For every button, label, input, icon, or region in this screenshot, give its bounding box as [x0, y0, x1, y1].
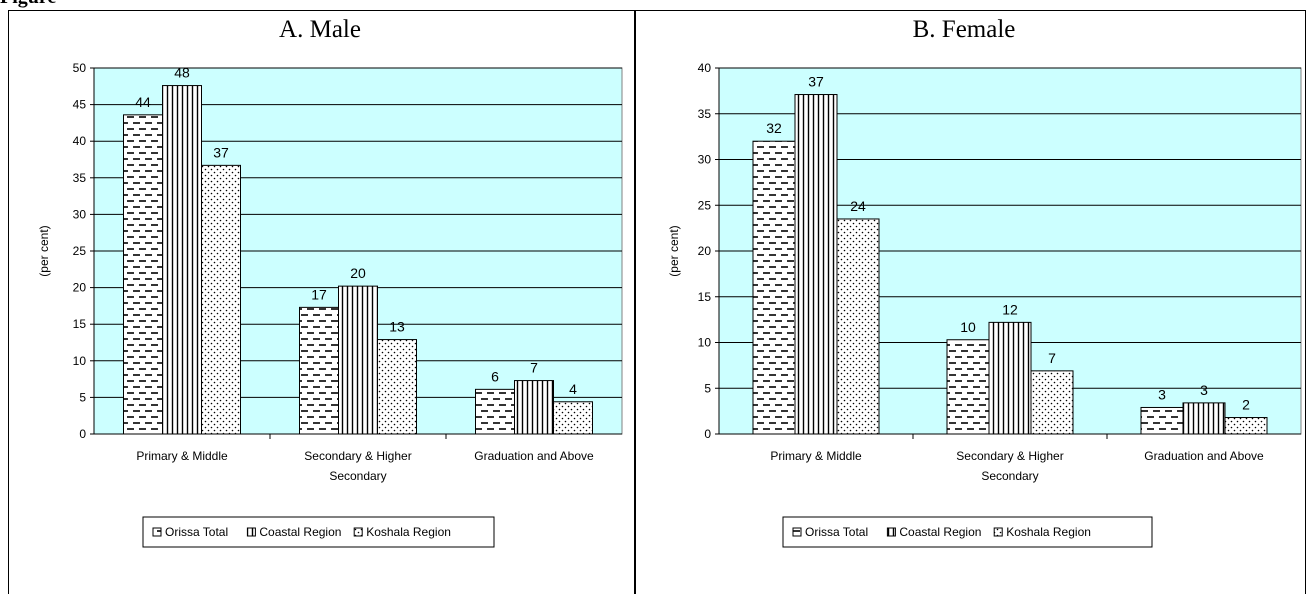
bar-orissa-total [1140, 406, 1184, 435]
y-tick-label: 30 [73, 207, 87, 221]
category-label: Primary & Middle [770, 449, 862, 463]
y-axis-label: (per cent) [37, 225, 51, 276]
y-tick-label: 5 [704, 381, 711, 395]
legend-box [782, 516, 1153, 548]
y-tick-label: 25 [698, 198, 712, 212]
data-label: 4 [569, 381, 577, 397]
data-label: 3 [1158, 386, 1166, 402]
legend-label: Koshala Region [1006, 525, 1091, 539]
legend-swatch [792, 527, 802, 537]
data-label: 13 [389, 319, 405, 335]
y-tick-label: 35 [73, 171, 87, 185]
category-label: Secondary [329, 469, 386, 483]
y-tick-label: 50 [73, 61, 87, 75]
y-tick-label: 40 [698, 61, 712, 75]
data-label: 3 [1200, 382, 1208, 398]
y-tick-label: 20 [73, 281, 87, 295]
data-label: 32 [766, 120, 782, 136]
legend-label: Orissa Total [165, 525, 228, 539]
category-label: Graduation and Above [1144, 449, 1264, 463]
bar-coastal-region [338, 285, 378, 435]
legend-label: Coastal Region [899, 525, 981, 539]
legend-label: Orissa Total [805, 525, 868, 539]
data-label: 12 [1002, 301, 1018, 317]
y-tick-label: 15 [698, 290, 712, 304]
bar-coastal-region [988, 321, 1032, 435]
y-tick-label: 35 [698, 107, 712, 121]
data-label: 48 [174, 65, 190, 81]
bar-koshala-region [377, 339, 417, 435]
bar-orissa-total [299, 306, 339, 435]
y-tick-label: 40 [73, 134, 87, 148]
legend-box [142, 516, 495, 548]
y-tick-label: 10 [698, 336, 712, 350]
category-label: Secondary & Higher [956, 449, 1063, 463]
legend: Orissa Total Coastal Region Koshala Region [782, 516, 1153, 548]
y-tick-label: 0 [704, 427, 711, 441]
legend-label: Coastal Region [259, 525, 341, 539]
bar-orissa-total [123, 114, 163, 435]
legend-label: Koshala Region [366, 525, 451, 539]
bar-coastal-region [162, 85, 202, 435]
data-label: 37 [808, 74, 824, 90]
data-label: 10 [960, 319, 976, 335]
data-label: 37 [213, 144, 229, 160]
bar-koshala-region [201, 164, 241, 435]
y-tick-label: 15 [73, 317, 87, 331]
data-label: 24 [850, 198, 866, 214]
data-label: 20 [350, 265, 366, 281]
y-axis-label: (per cent) [667, 225, 681, 276]
bar-coastal-region [794, 94, 838, 435]
legend-swatch [246, 527, 256, 537]
bar-coastal-region [514, 380, 554, 435]
legend-swatch [353, 527, 363, 537]
y-tick-label: 30 [698, 153, 712, 167]
category-label: Graduation and Above [474, 449, 594, 463]
legend-swatch [152, 527, 162, 537]
legend-swatch [886, 527, 896, 537]
bar-orissa-total [475, 388, 515, 435]
y-tick-label: 45 [73, 98, 87, 112]
data-label: 7 [1048, 350, 1056, 366]
data-label: 17 [311, 286, 327, 302]
bar-koshala-region [836, 218, 880, 435]
data-label: 44 [135, 94, 151, 110]
chart-title: B. Female [913, 16, 1016, 43]
panel-divider [634, 10, 636, 594]
y-tick-label: 25 [73, 244, 87, 258]
category-label: Primary & Middle [136, 449, 228, 463]
category-label: Secondary [981, 469, 1038, 483]
y-tick-label: 5 [79, 390, 86, 404]
bar-orissa-total [946, 339, 990, 435]
legend: Orissa Total Coastal Region Koshala Region [142, 516, 495, 548]
bar-orissa-total [752, 140, 796, 435]
y-tick-label: 0 [79, 427, 86, 441]
y-tick-label: 20 [698, 244, 712, 258]
category-label: Secondary & Higher [304, 449, 411, 463]
bar-koshala-region [1224, 417, 1268, 435]
bar-koshala-region [1030, 370, 1074, 435]
data-label: 7 [530, 360, 538, 376]
bar-coastal-region [1182, 402, 1226, 435]
y-tick-label: 10 [73, 354, 87, 368]
bar-koshala-region [553, 401, 593, 435]
legend-swatch [993, 527, 1003, 537]
chart-title: A. Male [279, 16, 361, 43]
figure-frame [8, 10, 1306, 594]
figure-caption: Figure [0, 0, 1314, 10]
data-label: 6 [491, 368, 499, 384]
data-label: 2 [1242, 397, 1250, 413]
